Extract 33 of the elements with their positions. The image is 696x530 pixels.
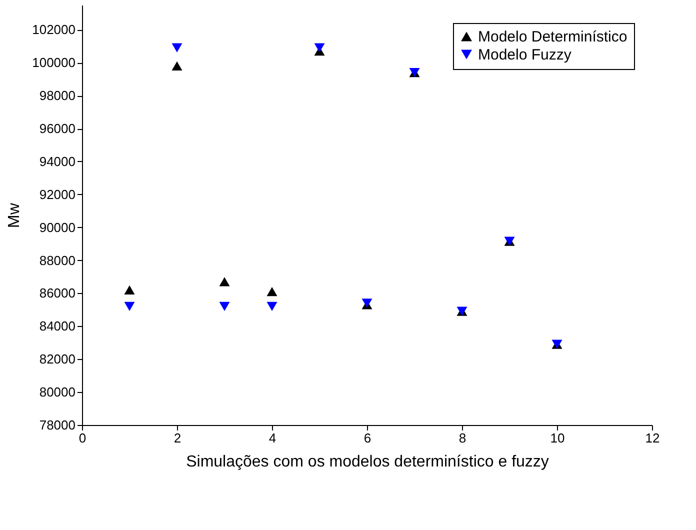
y-tick-label: 94000 xyxy=(39,154,76,169)
legend-label: Modelo Determinístico xyxy=(478,28,628,46)
y-tick-label: 102000 xyxy=(32,22,76,38)
y-tick-label: 84000 xyxy=(39,318,76,334)
x-tick-label: 12 xyxy=(645,430,660,446)
y-tick-label: 98000 xyxy=(39,88,76,104)
y-tick-label: 100000 xyxy=(32,55,76,70)
point xyxy=(124,285,135,294)
point xyxy=(219,302,230,311)
point xyxy=(219,277,230,286)
x-tick-label: 0 xyxy=(78,430,86,446)
point xyxy=(172,61,182,70)
x-tick-label: 4 xyxy=(268,430,276,446)
x-tick-label: 2 xyxy=(174,430,182,446)
point xyxy=(266,302,278,311)
point xyxy=(124,302,135,311)
point xyxy=(266,287,278,296)
point xyxy=(314,43,325,52)
y-tick-label: 90000 xyxy=(39,220,76,235)
y-tick-label: 88000 xyxy=(39,252,76,268)
y-axis-title: Mw xyxy=(6,202,24,228)
legend-label: Modelo Fuzzy xyxy=(478,46,572,64)
x-tick-label: 8 xyxy=(458,430,466,446)
y-tick-label: 86000 xyxy=(39,286,76,301)
y-tick-label: 92000 xyxy=(39,186,76,202)
y-tick-label: 80000 xyxy=(39,384,76,400)
x-tick-label: 6 xyxy=(364,430,372,446)
x-tick-label: 10 xyxy=(550,430,565,446)
y-tick-label: 96000 xyxy=(39,121,76,136)
y-tick-label: 78000 xyxy=(39,418,76,432)
point xyxy=(172,43,182,52)
y-tick-label: 82000 xyxy=(39,352,76,367)
x-axis-title: Simulações com os modelos determinístico e fuzzy xyxy=(186,454,549,470)
